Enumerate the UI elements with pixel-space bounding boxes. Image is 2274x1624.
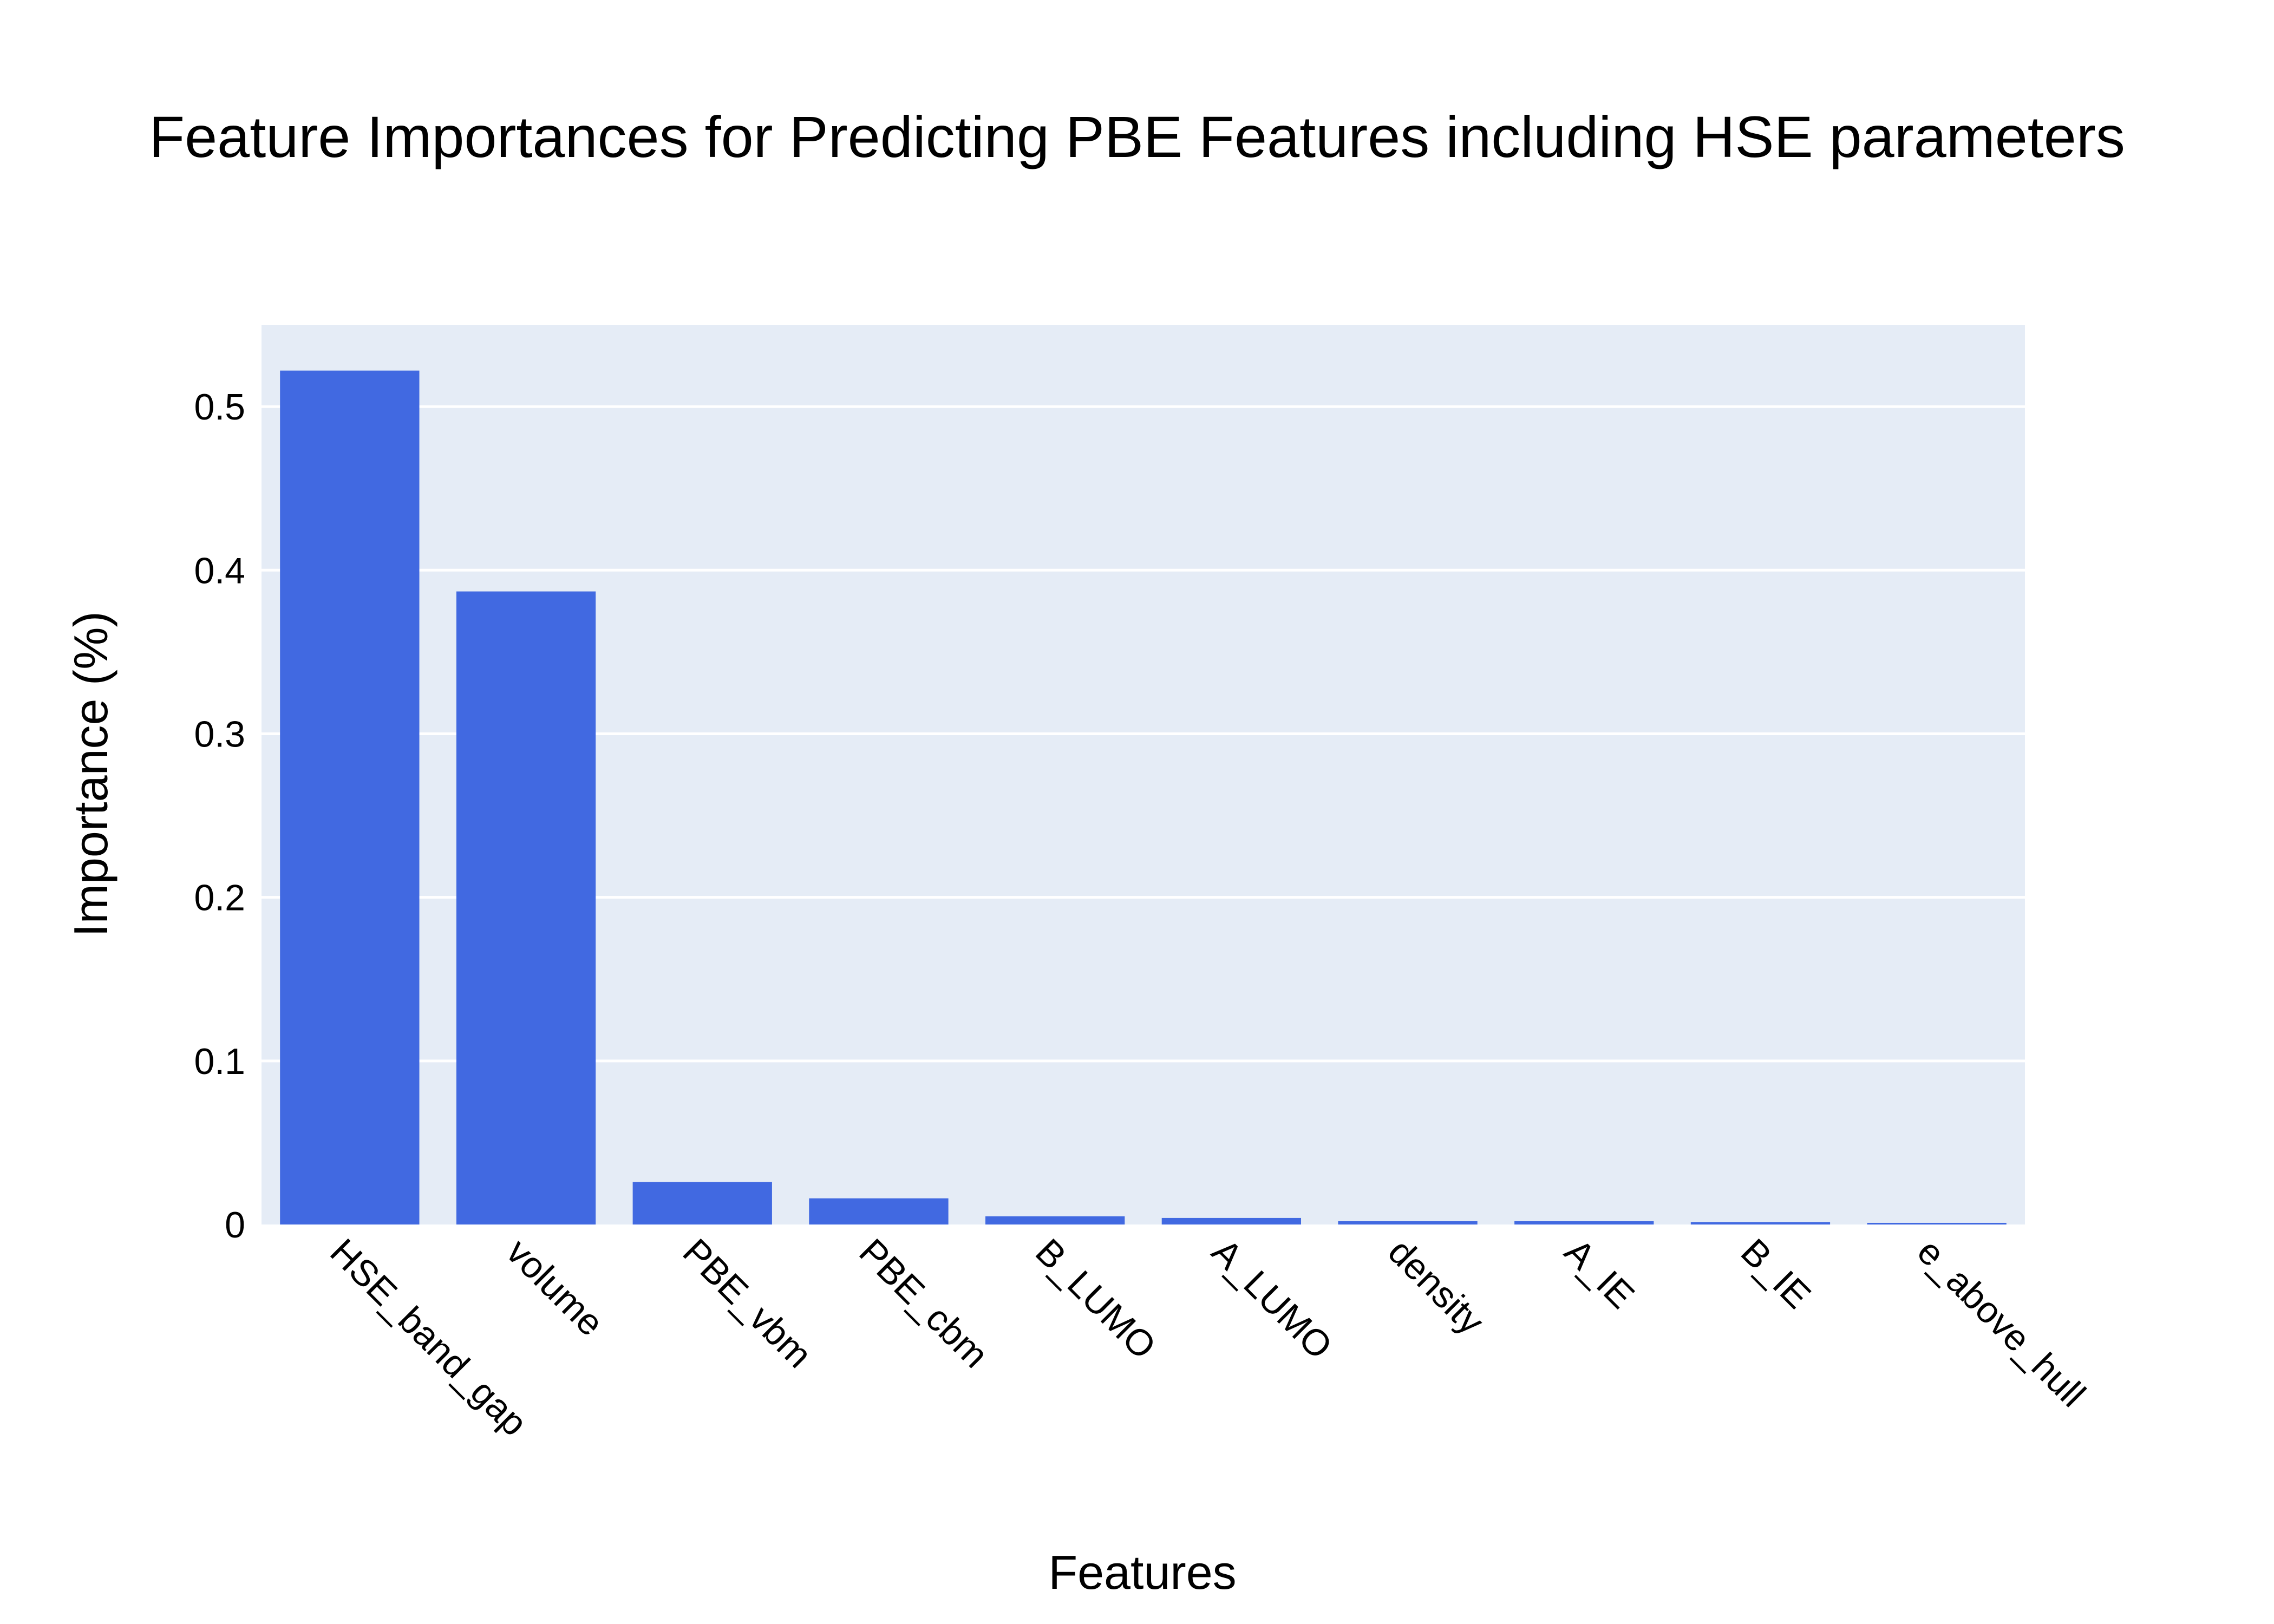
y-axis-label: Importance (%)	[64, 611, 117, 937]
bar-volume	[456, 591, 596, 1224]
x-tick-label: B_IE	[1733, 1231, 1819, 1317]
y-tick-label: 0.1	[194, 1041, 245, 1082]
bar-A_IE	[1514, 1221, 1654, 1224]
bar-PBE_cbm	[809, 1198, 949, 1224]
x-tick-label: e_above_hull	[1910, 1231, 2094, 1415]
bar-PBE_vbm	[632, 1182, 772, 1224]
x-axis-label: Features	[1048, 1546, 1236, 1599]
x-tick-label: A_IE	[1557, 1231, 1642, 1317]
bar-B_IE	[1690, 1222, 1831, 1224]
y-tick-label: 0.5	[194, 387, 245, 428]
bar-density	[1338, 1221, 1478, 1224]
y-tick-label: 0.2	[194, 878, 245, 919]
y-tick-label: 0.4	[194, 550, 245, 591]
y-tick-label: 0.3	[194, 713, 245, 755]
bar-HSE_band_gap	[280, 370, 420, 1225]
x-tick-label: volume	[499, 1231, 612, 1344]
bar-A_LUMO	[1161, 1217, 1302, 1224]
x-tick-label: PBE_vbm	[675, 1231, 820, 1376]
x-tick-label: A_LUMO	[1204, 1231, 1340, 1367]
x-tick-label: density	[1380, 1231, 1492, 1343]
y-tick-label: 0	[225, 1204, 245, 1246]
bars	[280, 370, 2007, 1225]
x-tick-label: B_LUMO	[1028, 1231, 1164, 1367]
bar-e_above_hull	[1867, 1222, 2007, 1224]
x-tick-label: PBE_cbm	[851, 1231, 996, 1376]
bar-B_LUMO	[985, 1216, 1125, 1224]
chart-title: Feature Importances for Predicting PBE F…	[149, 104, 2125, 169]
y-axis-ticks: 0 0.1 0.2 0.3 0.4 0.5	[194, 387, 245, 1246]
